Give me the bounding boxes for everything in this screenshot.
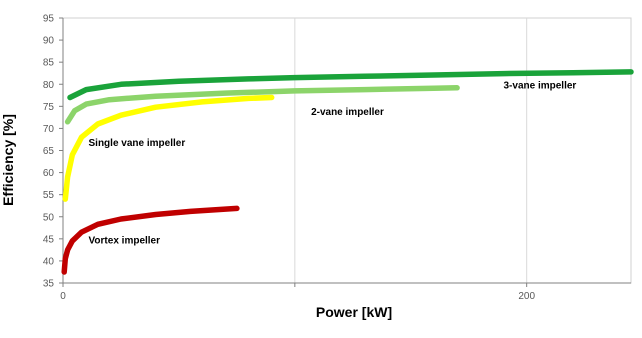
y-tick-label: 85 <box>43 58 55 69</box>
y-tick-label: 90 <box>43 36 55 47</box>
annotation-layer: 3-vane impeller 2-vane impeller Single van… <box>89 81 577 247</box>
y-tick-label: 55 <box>43 190 55 201</box>
series-line-vortex-impeller <box>61 205 240 275</box>
annotation-2-vane-impeller: 2-vane impeller <box>311 107 384 118</box>
annotation-vortex-impeller: Vortex impeller <box>89 235 161 246</box>
y-tick-label: 65 <box>43 146 55 157</box>
y-tick-label: 40 <box>43 256 55 267</box>
y-tick-label: 80 <box>43 80 55 91</box>
y-tick-label: 50 <box>43 212 55 223</box>
x-axis-title: Power [kW] <box>316 304 392 320</box>
series-layer <box>61 69 634 275</box>
y-tick-label: 45 <box>43 234 55 245</box>
y-tick-label: 60 <box>43 168 55 179</box>
annotation-3-vane-impeller: 3-vane impeller <box>503 81 576 92</box>
axis-layer: 35 40 45 50 55 60 65 70 75 80 85 90 95 0 200 <box>43 14 631 302</box>
y-axis-title: Efficiency [%] <box>0 114 16 206</box>
y-tick-label: 35 <box>43 279 55 290</box>
y-tick-label: 95 <box>43 14 55 25</box>
y-tick-label: 70 <box>43 124 55 135</box>
annotation-single-vane-impeller: Single vane impeller <box>89 138 186 149</box>
x-tick-label: 200 <box>518 291 535 302</box>
x-tick-label: 0 <box>60 291 66 302</box>
series-line-single-vane-impeller <box>62 94 275 202</box>
y-tick-label: 75 <box>43 102 55 113</box>
series-line-2-vane-impeller <box>64 85 460 125</box>
series-line-3-vane-impeller <box>67 69 634 101</box>
